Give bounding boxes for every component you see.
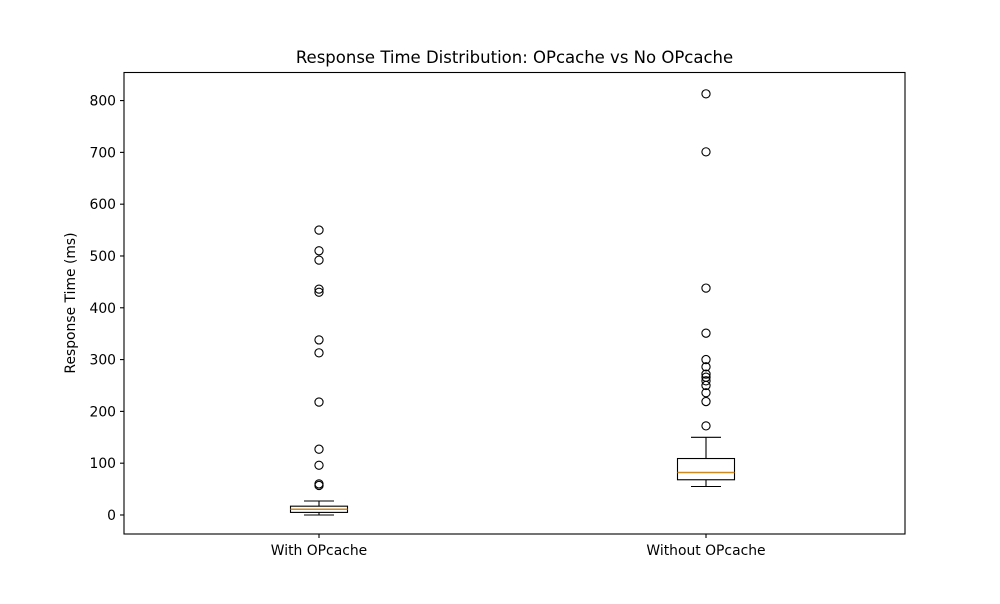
y-axis-label: Response Time (ms) bbox=[63, 232, 79, 373]
outlier-point bbox=[314, 246, 324, 256]
iqr-box bbox=[676, 457, 736, 481]
outlier-point bbox=[701, 369, 711, 379]
boxplot-without-opcache bbox=[676, 89, 736, 488]
outlier-point bbox=[701, 376, 711, 386]
outlier-point bbox=[314, 348, 324, 358]
outlier-point bbox=[701, 283, 711, 293]
outlier-point bbox=[701, 328, 711, 338]
outlier-point bbox=[314, 460, 324, 470]
outlier-point bbox=[701, 89, 711, 99]
outlier-point bbox=[314, 255, 324, 265]
outlier-point bbox=[701, 147, 711, 157]
outlier-point bbox=[314, 284, 324, 294]
outlier-point bbox=[701, 421, 711, 431]
outlier-point bbox=[701, 388, 711, 398]
y-tick-label: 400 bbox=[89, 301, 116, 317]
x-tick-label: With OPcache bbox=[271, 543, 367, 559]
y-tick-label: 0 bbox=[107, 508, 116, 524]
outlier-point bbox=[701, 396, 711, 407]
y-tick-label: 700 bbox=[89, 145, 116, 161]
outlier-point bbox=[701, 354, 711, 365]
outlier-point bbox=[314, 397, 324, 407]
plot-frame bbox=[123, 71, 906, 535]
outlier-point bbox=[701, 372, 711, 382]
y-tick-label: 500 bbox=[89, 249, 116, 265]
boxplot-with-opcache bbox=[289, 225, 349, 516]
outlier-point bbox=[314, 225, 324, 235]
outlier-point bbox=[314, 444, 324, 454]
y-tick-label: 100 bbox=[89, 456, 116, 472]
chart-title: Response Time Distribution: OPcache vs N… bbox=[296, 48, 733, 67]
outlier-point bbox=[701, 362, 711, 372]
outlier-point bbox=[314, 479, 324, 489]
outlier-point bbox=[314, 287, 324, 297]
y-tick-label: 800 bbox=[89, 94, 116, 110]
y-tick-label: 200 bbox=[89, 404, 116, 420]
outlier-point bbox=[314, 335, 324, 345]
x-tick-label: Without OPcache bbox=[646, 543, 765, 559]
y-tick-label: 300 bbox=[89, 353, 116, 369]
plot-area: 0 100 200 300 400 500 600 700 800 With OPcache Wit… bbox=[89, 71, 906, 559]
y-tick-label: 600 bbox=[89, 197, 116, 213]
